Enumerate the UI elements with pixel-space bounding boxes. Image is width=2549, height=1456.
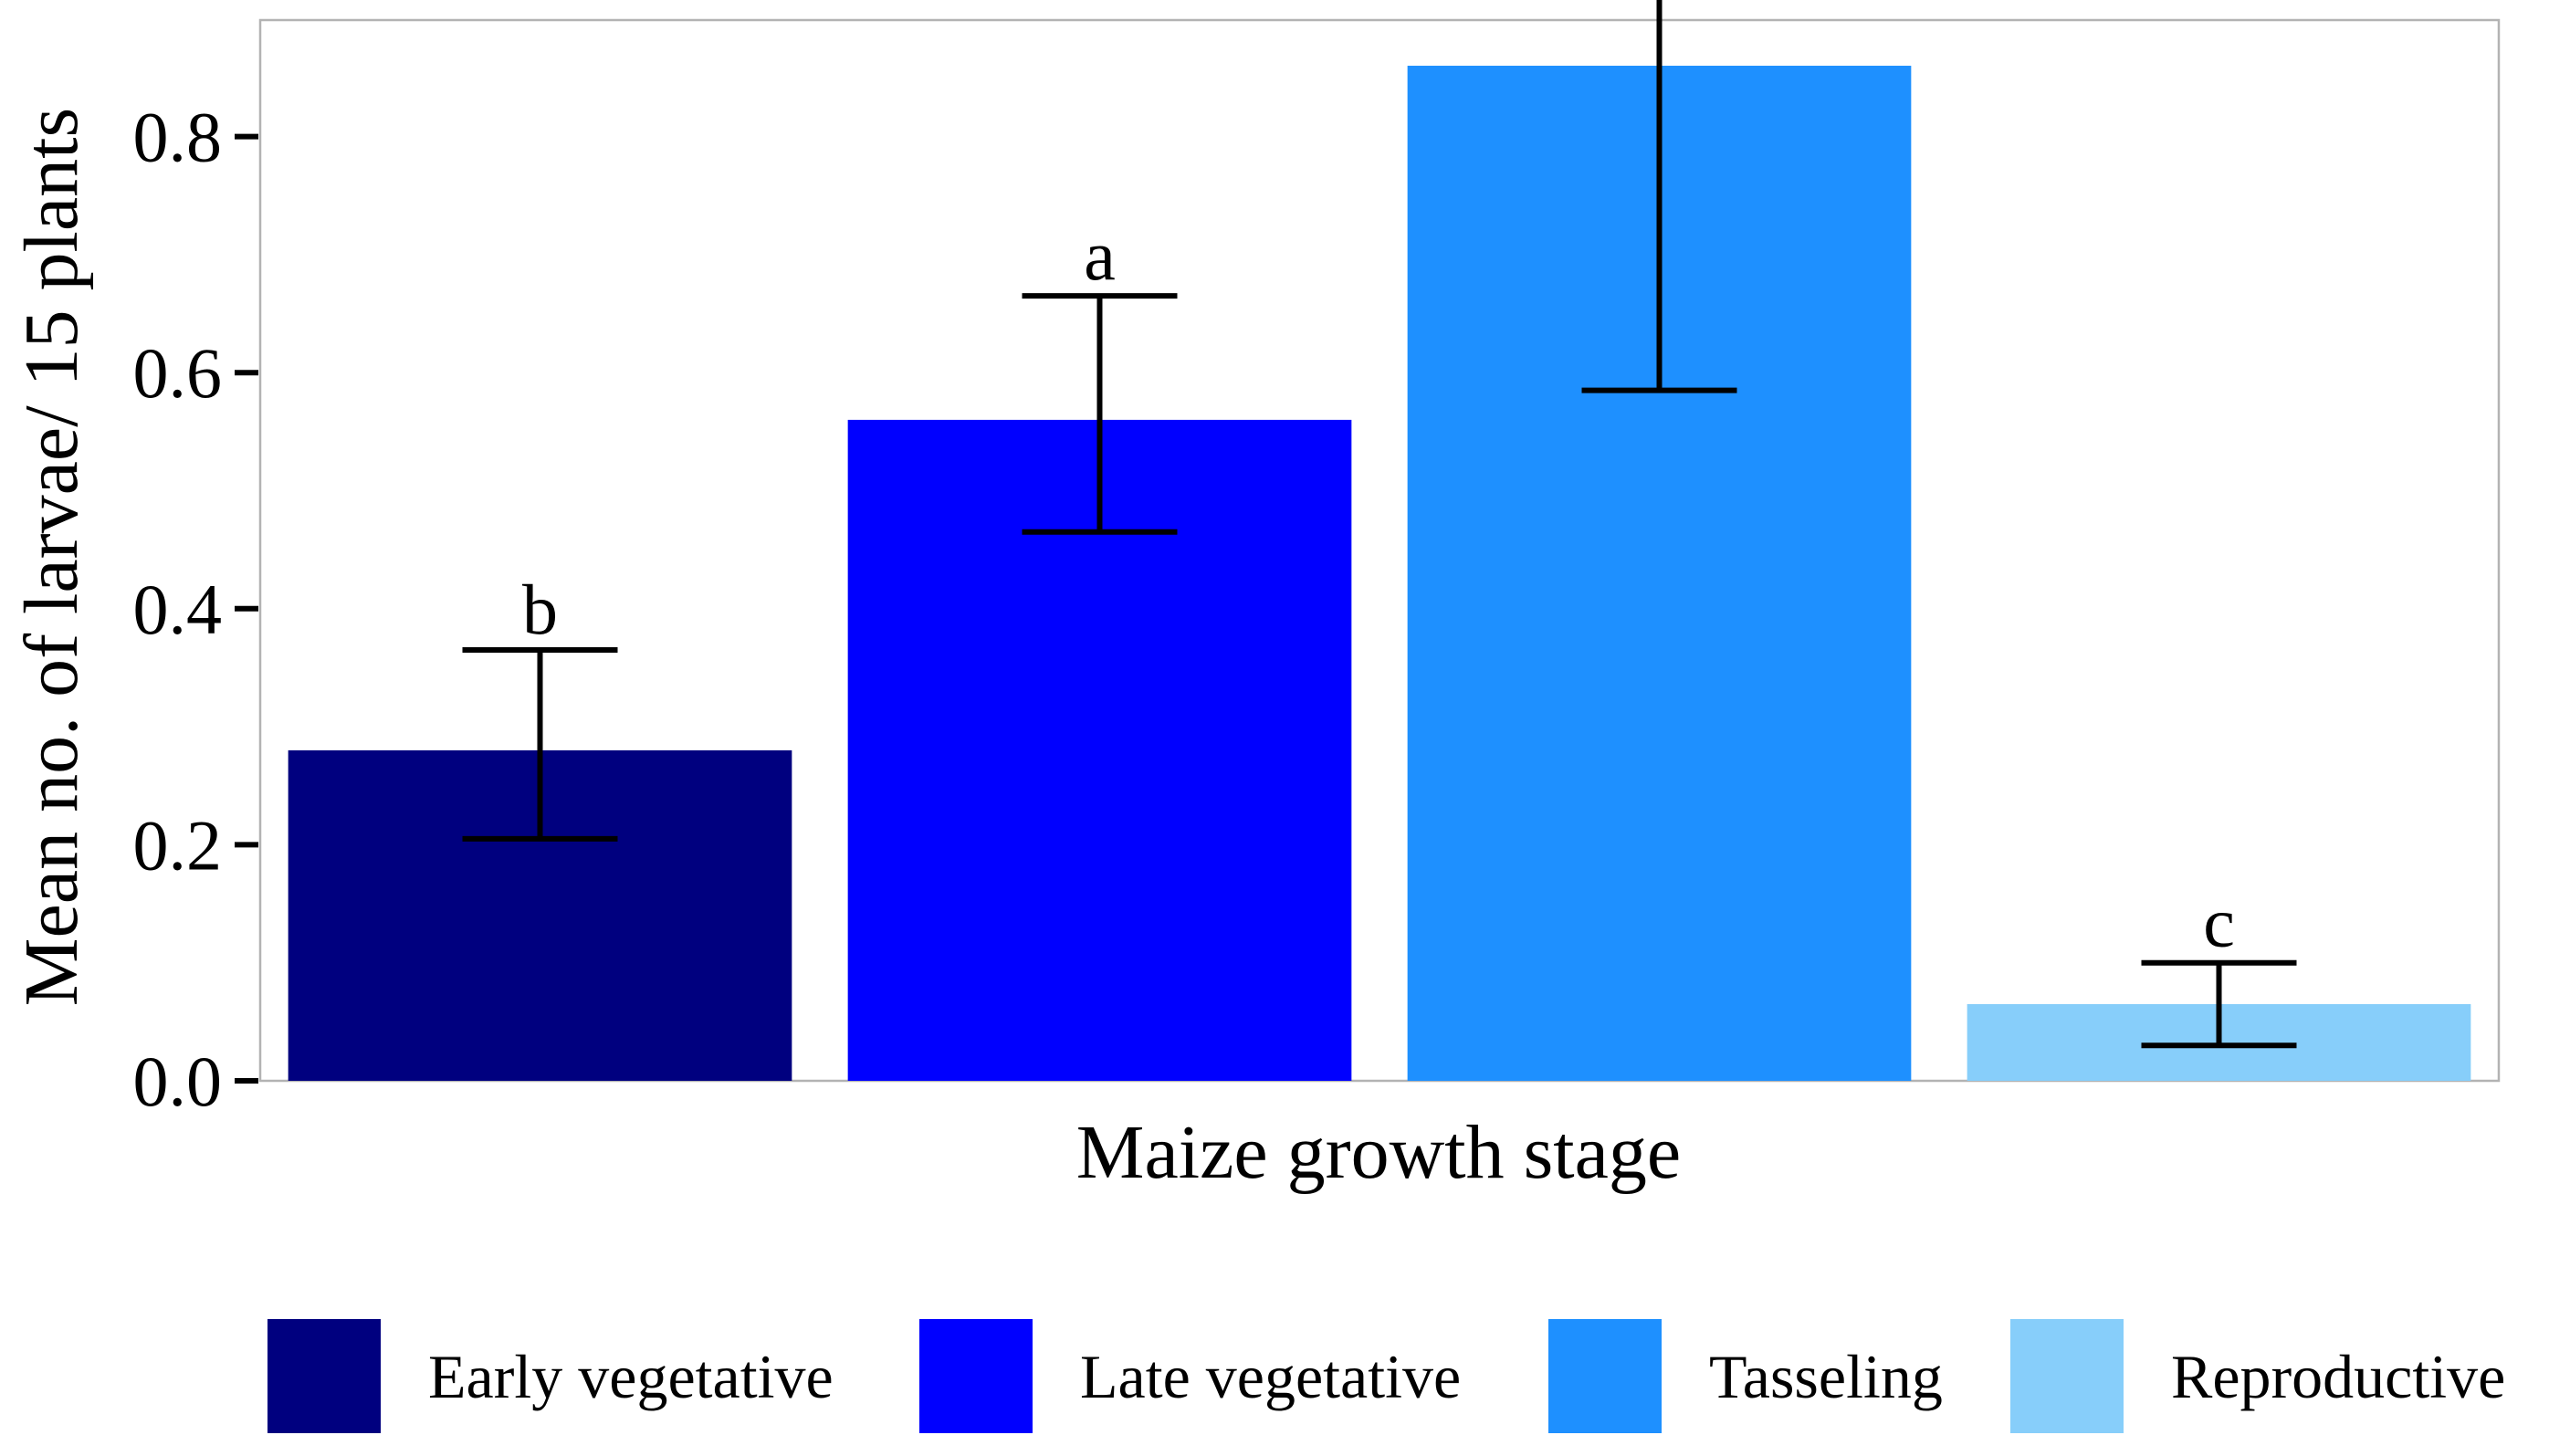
- bars-layer: [288, 66, 2471, 1081]
- legend-key-reproductive: [2010, 1319, 2124, 1433]
- legend-label-reproductive: Reproductive: [2171, 1342, 2505, 1411]
- y-axis: 0.00.20.40.60.81.01.21.41.6: [133, 98, 258, 1121]
- y-tick-label: 0.4: [133, 570, 223, 649]
- y-tick-label: 0.2: [133, 805, 223, 885]
- x-axis-title: Maize growth stage: [1076, 1110, 1681, 1195]
- plot-panel: [258, 18, 2501, 1083]
- legend-key-early-vegetative: [267, 1319, 381, 1433]
- y-tick-label: 0.8: [133, 98, 223, 177]
- significance-letters: baac: [522, 215, 2235, 962]
- legend-key-late-vegetative: [919, 1319, 1033, 1433]
- errorbars-layer: [462, 0, 2297, 1049]
- plot-border: [258, 18, 2501, 1083]
- significance-letter-reproductive: c: [2203, 883, 2235, 962]
- legend-label-tasseling: Tasseling: [1709, 1342, 1943, 1411]
- legend: Early vegetative Late vegetative Tasseling…: [267, 1319, 2505, 1433]
- legend-key-tasseling: [1548, 1319, 1662, 1433]
- error-bar-late-vegetative: [1022, 293, 1178, 535]
- legend-label-late-vegetative: Late vegetative: [1080, 1342, 1461, 1411]
- y-axis-title: Mean no. of larvae/ 15 plants: [9, 108, 94, 1006]
- error-bar-early-vegetative: [462, 647, 618, 842]
- y-tick-label: 0.6: [133, 333, 223, 413]
- significance-letter-late-vegetative: a: [1084, 215, 1116, 295]
- legend-label-early-vegetative: Early vegetative: [428, 1342, 834, 1411]
- error-bar-reproductive: [2141, 959, 2297, 1049]
- significance-letter-early-vegetative: b: [522, 570, 558, 649]
- y-tick-label: 0.0: [133, 1042, 223, 1121]
- error-bar-tasseling: [1581, 0, 1737, 393]
